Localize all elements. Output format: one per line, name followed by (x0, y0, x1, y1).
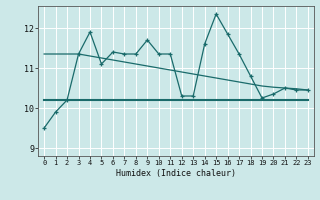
X-axis label: Humidex (Indice chaleur): Humidex (Indice chaleur) (116, 169, 236, 178)
